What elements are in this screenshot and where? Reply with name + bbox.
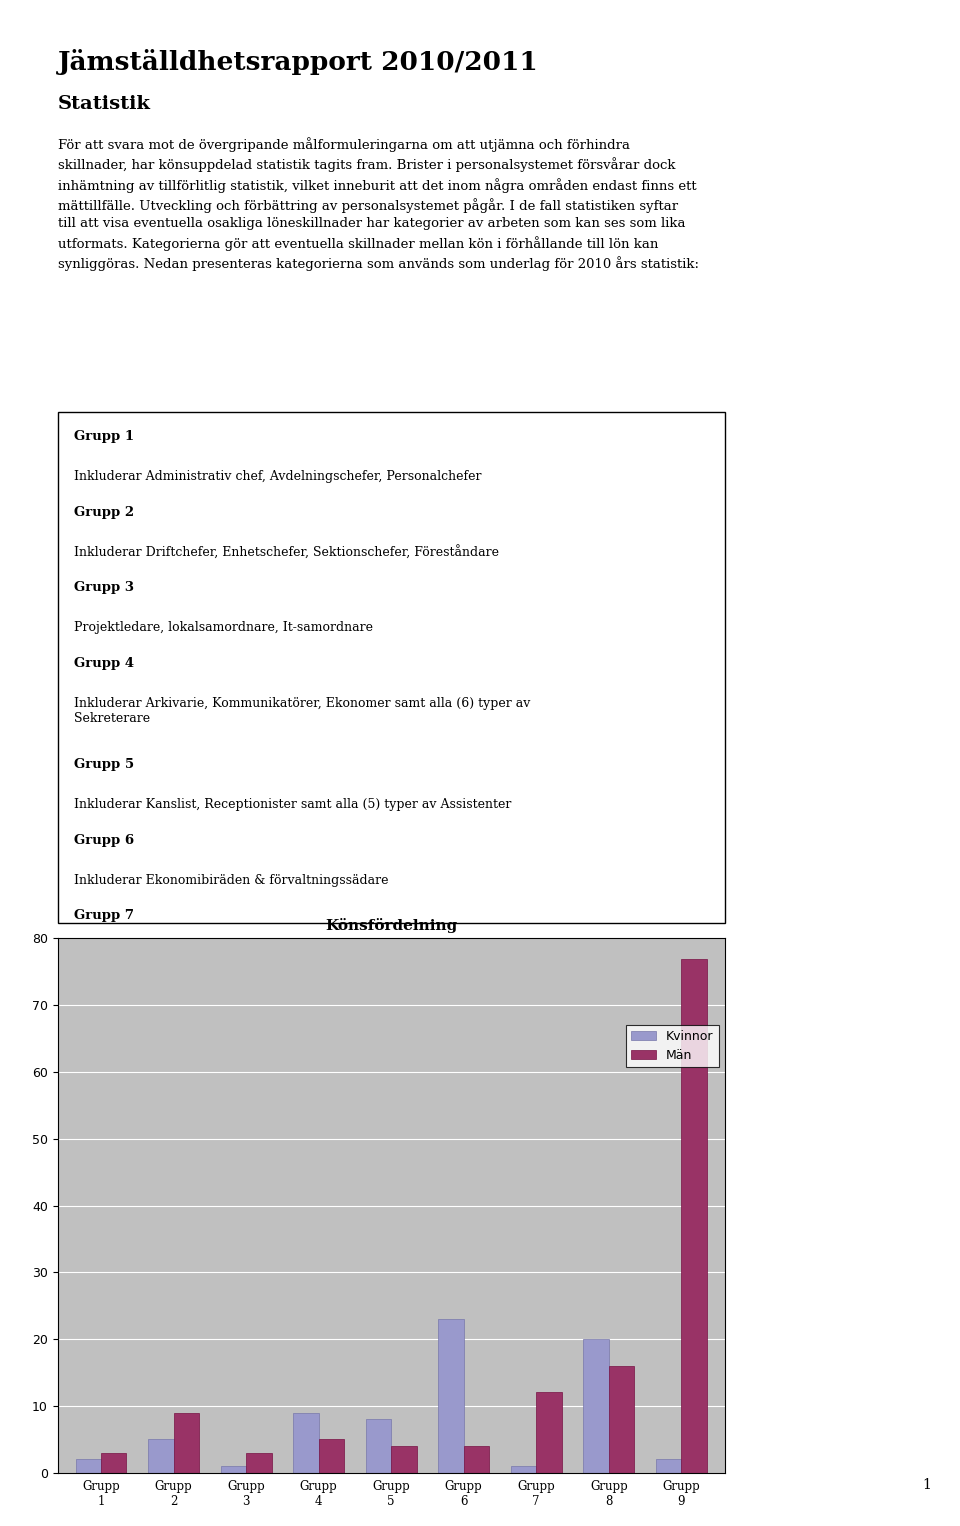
Bar xyxy=(76,1459,101,1473)
Text: Inkluderar Bilförare, Elektriker, Hantverkare, Mekaniker, Snickare,
Traktorförar: Inkluderar Bilförare, Elektriker, Hantve… xyxy=(74,949,504,977)
Bar xyxy=(511,1466,537,1473)
Text: Jämställdhetsrapport 2010/2011: Jämställdhetsrapport 2010/2011 xyxy=(58,49,539,75)
Text: Inkluderar Kanslist, Receptionister samt alla (5) typer av Assistenter: Inkluderar Kanslist, Receptionister samt… xyxy=(74,798,512,810)
Text: Inkluderar Ekonomibiräden & förvaltningssädare: Inkluderar Ekonomibiräden & förvaltnings… xyxy=(74,874,389,887)
Text: Inkluderar Driftchefer, Enhetschefer, Sektionschefer, Föreståndare: Inkluderar Driftchefer, Enhetschefer, Se… xyxy=(74,545,499,560)
Bar xyxy=(366,1419,392,1473)
Text: Inkluderar alla (4) typer av Vaktmästare: Inkluderar alla (4) typer av Vaktmästare xyxy=(74,1126,330,1140)
Text: 1: 1 xyxy=(923,1479,931,1492)
Bar xyxy=(439,1318,464,1473)
Legend: Kvinnor, Män: Kvinnor, Män xyxy=(626,1025,718,1067)
Text: Grupp 5: Grupp 5 xyxy=(74,758,134,771)
Bar xyxy=(537,1392,562,1473)
Bar xyxy=(101,1453,127,1473)
Bar xyxy=(148,1439,174,1473)
Text: Inkluderar Arkivarie, Kommunikatörer, Ekonomer samt alla (6) typer av
Sekreterar: Inkluderar Arkivarie, Kommunikatörer, Ek… xyxy=(74,697,531,725)
Bar xyxy=(464,1447,489,1473)
FancyBboxPatch shape xyxy=(58,412,725,923)
Text: Grupp 1: Grupp 1 xyxy=(74,430,134,443)
Bar xyxy=(246,1453,272,1473)
Bar xyxy=(174,1413,199,1473)
Text: Grupp 3: Grupp 3 xyxy=(74,581,134,594)
Bar xyxy=(656,1459,682,1473)
Text: Statistik: Statistik xyxy=(58,95,151,113)
Bar xyxy=(609,1366,635,1473)
Text: Inkluderar Administrativ chef, Avdelningschefer, Personalchefer: Inkluderar Administrativ chef, Avdelning… xyxy=(74,470,482,482)
Bar xyxy=(319,1439,344,1473)
Text: Grupp 4: Grupp 4 xyxy=(74,656,134,670)
Bar xyxy=(294,1413,319,1473)
Text: Inkluderar Badvärdar & Instruktörer: Inkluderar Badvärdar & Instruktörer xyxy=(74,1050,310,1064)
Text: Grupp 8: Grupp 8 xyxy=(74,1010,134,1024)
Text: För att svara mot de övergripande målformuleringarna om att utjämna och förhindr: För att svara mot de övergripande målfor… xyxy=(58,137,699,270)
Text: Grupp 6: Grupp 6 xyxy=(74,833,134,847)
Text: Grupp 7: Grupp 7 xyxy=(74,909,134,922)
Bar xyxy=(682,958,707,1473)
Title: Könsfördelning: Könsfördelning xyxy=(325,919,457,934)
Bar xyxy=(221,1466,246,1473)
Bar xyxy=(584,1340,609,1473)
Text: Projektledare, lokalsamordnare, It-samordnare: Projektledare, lokalsamordnare, It-samor… xyxy=(74,621,373,635)
Text: Grupp 9: Grupp 9 xyxy=(74,1087,134,1099)
Text: Grupp 2: Grupp 2 xyxy=(74,505,134,519)
Bar xyxy=(392,1447,417,1473)
